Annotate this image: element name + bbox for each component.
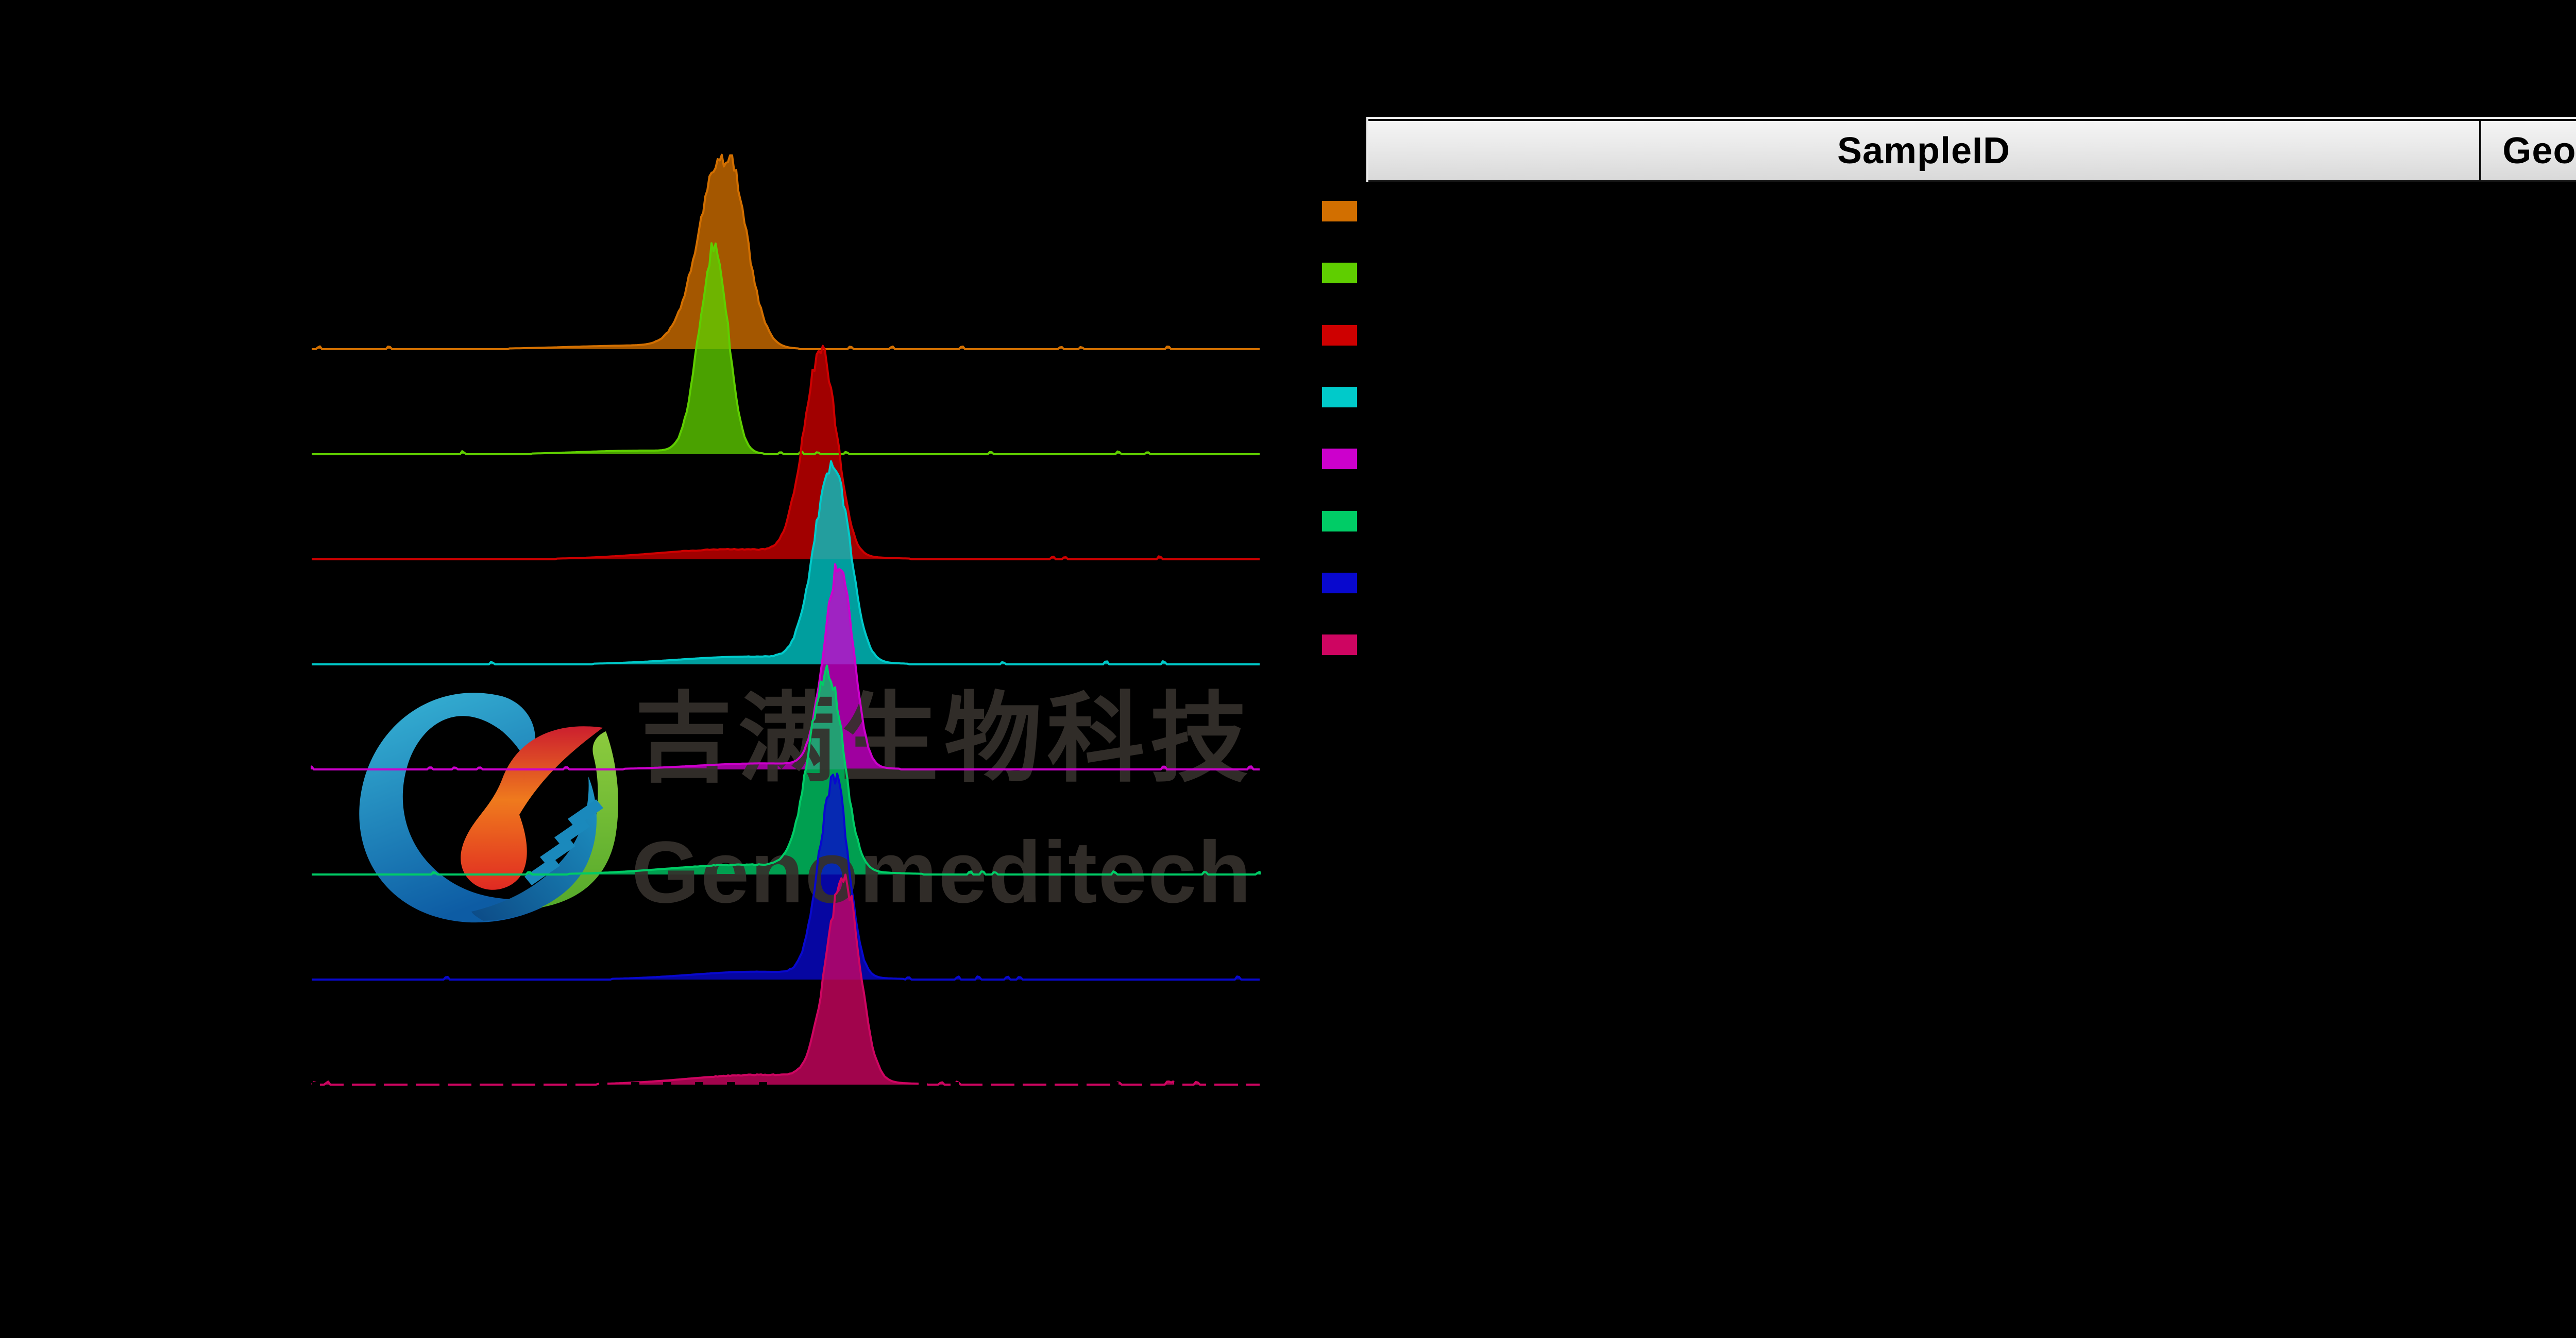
histogram-fill-0 [312,155,1260,349]
histogram-fill-3 [312,461,1260,665]
histogram-outline-0 [312,155,1260,349]
table-outer-top-border [1366,117,2576,119]
legend-swatch-6 [1322,573,1357,593]
legend-swatch-4 [1322,449,1357,469]
table-body [1366,182,2576,687]
column-header-geometric-mean: Geometric Mean : FL11-H [2481,121,2576,180]
legend-swatch-5 [1322,511,1357,531]
report-canvas: 吉满生物科技 Genomeditech SampleID Geometric M… [0,0,2576,1338]
legend-swatch-3 [1322,387,1357,407]
legend-swatch-2 [1322,325,1357,346]
legend-swatch-7 [1322,634,1357,655]
histogram-outline-3 [312,461,1260,665]
legend-swatch-1 [1322,263,1357,283]
table-header-row: SampleID Geometric Mean : FL11-H [1368,121,2576,182]
watermark-text: 吉满生物科技 Genomeditech [632,684,1253,921]
histogram-fills [312,155,1260,1085]
legend-swatch-0 [1322,201,1357,221]
column-header-sampleid: SampleID [1368,121,2479,180]
watermark-english: Genomeditech [632,824,1252,921]
watermark-chinese: 吉满生物科技 [635,684,1253,794]
histogram-outlines [312,155,1260,1085]
genomeditech-logo [359,693,618,922]
